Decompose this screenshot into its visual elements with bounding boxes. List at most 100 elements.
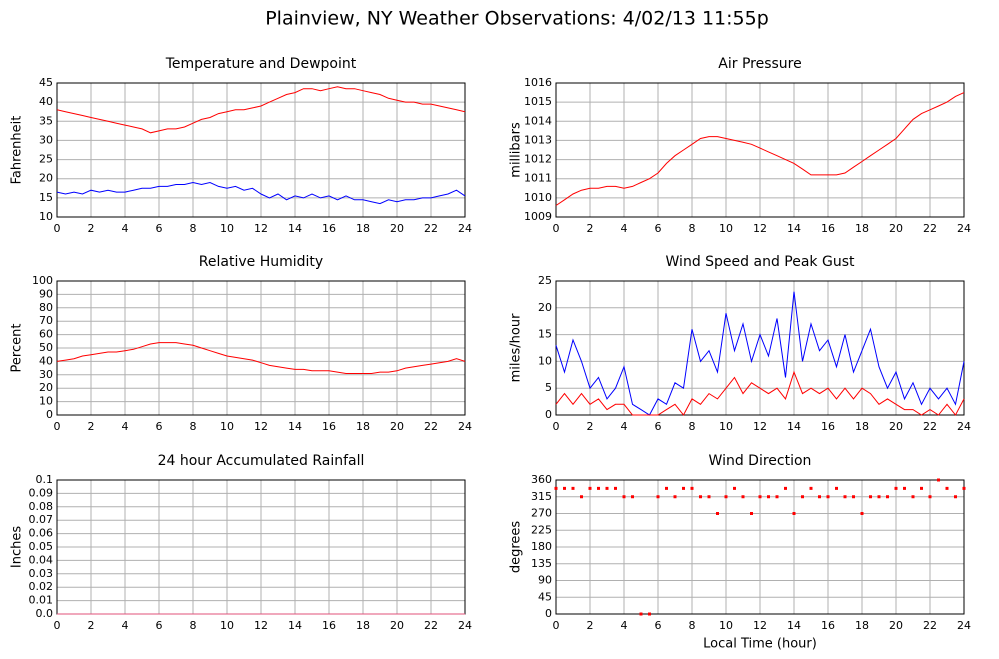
y-axis-label: Fahrenheit — [10, 116, 25, 185]
y-tick-label: 0 — [545, 408, 552, 421]
y-axis-label: miles/hour — [509, 313, 524, 382]
y-tick-label: 1010 — [524, 191, 552, 204]
x-tick-label: 10 — [220, 420, 234, 433]
data-point — [911, 495, 915, 499]
chart-title: Temperature and Dewpoint — [165, 56, 357, 72]
y-tick-label: 225 — [531, 523, 552, 536]
data-point — [860, 512, 864, 515]
x-tick-label: 12 — [254, 222, 268, 235]
data-point — [622, 495, 626, 499]
x-tick-label: 18 — [356, 420, 370, 433]
y-tick-label: 1009 — [524, 210, 552, 223]
y-tick-label: 0 — [545, 607, 552, 620]
y-tick-label: 70 — [39, 314, 53, 327]
y-tick-label: 0.1 — [36, 473, 54, 486]
x-tick-label: 0 — [54, 420, 61, 433]
x-tick-label: 10 — [220, 222, 234, 235]
data-point — [639, 612, 643, 616]
x-tick-label: 0 — [553, 420, 560, 433]
y-tick-label: 60 — [39, 328, 53, 341]
y-tick-label: 10 — [39, 210, 53, 223]
x-tick-label: 10 — [719, 619, 733, 632]
data-line — [555, 291, 965, 416]
x-tick-label: 6 — [156, 222, 163, 235]
x-tick-label: 4 — [122, 619, 129, 632]
chart-title: 24 hour Accumulated Rainfall — [158, 453, 365, 469]
x-tick-label: 14 — [288, 222, 302, 235]
data-point — [877, 495, 881, 499]
x-tick-label: 12 — [254, 420, 268, 433]
data-point — [852, 495, 855, 499]
data-point — [750, 512, 753, 515]
y-tick-label: 0 — [46, 408, 53, 421]
x-tick-label: 0 — [553, 619, 560, 632]
y-tick-label: 1011 — [524, 172, 552, 185]
y-tick-label: 0.01 — [29, 594, 54, 607]
y-tick-label: 90 — [538, 574, 552, 587]
x-tick-label: 18 — [356, 619, 370, 632]
data-line — [56, 342, 466, 374]
data-point — [784, 486, 787, 490]
y-tick-label: 25 — [538, 274, 552, 287]
y-tick-label: 1016 — [524, 76, 552, 89]
data-point — [716, 512, 719, 515]
x-tick-label: 14 — [787, 619, 801, 632]
x-tick-label: 16 — [322, 619, 336, 632]
data-point — [775, 495, 779, 499]
x-tick-label: 24 — [458, 619, 472, 632]
x-tick-label: 18 — [855, 420, 869, 433]
data-point — [954, 495, 957, 499]
x-tick-label: 12 — [753, 619, 767, 632]
x-tick-label: 14 — [288, 420, 302, 433]
x-tick-label: 6 — [655, 420, 662, 433]
x-tick-label: 6 — [156, 420, 163, 433]
data-point — [631, 495, 634, 499]
data-point — [826, 495, 830, 499]
data-point — [563, 486, 566, 490]
y-tick-label: 315 — [531, 490, 552, 503]
data-point — [724, 495, 728, 499]
y-tick-label: 25 — [39, 153, 53, 166]
x-tick-label: 8 — [689, 222, 696, 235]
data-point — [673, 495, 677, 499]
data-point — [656, 495, 660, 499]
data-point — [962, 486, 966, 490]
y-tick-label: 45 — [538, 590, 552, 603]
x-tick-label: 14 — [787, 222, 801, 235]
x-tick-label: 20 — [390, 420, 404, 433]
x-tick-label: 0 — [553, 222, 560, 235]
x-tick-label: 8 — [689, 420, 696, 433]
data-point — [682, 486, 685, 490]
data-point — [886, 495, 889, 499]
data-point — [809, 486, 813, 490]
x-tick-label: 2 — [88, 619, 95, 632]
x-tick-label: 8 — [190, 222, 197, 235]
plot-frame — [56, 82, 466, 218]
y-tick-label: 30 — [39, 133, 53, 146]
data-line — [56, 181, 466, 205]
x-tick-label: 0 — [54, 222, 61, 235]
data-point — [571, 486, 575, 490]
x-tick-label: 18 — [855, 619, 869, 632]
y-tick-label: 135 — [531, 557, 552, 570]
data-point — [554, 486, 558, 490]
y-tick-label: 80 — [39, 301, 53, 314]
data-point — [818, 495, 821, 499]
data-point — [767, 495, 770, 499]
y-tick-label: 20 — [39, 381, 53, 394]
data-point — [920, 486, 923, 490]
data-point — [665, 486, 668, 490]
y-tick-label: 270 — [531, 507, 552, 520]
x-tick-label: 20 — [889, 222, 903, 235]
x-tick-label: 10 — [719, 420, 733, 433]
y-tick-label: 360 — [531, 473, 552, 486]
data-point — [707, 495, 711, 499]
y-tick-label: 50 — [39, 341, 53, 354]
x-tick-label: 14 — [288, 619, 302, 632]
y-tick-label: 1013 — [524, 133, 552, 146]
x-tick-label: 4 — [122, 222, 129, 235]
y-tick-label: 90 — [39, 287, 53, 300]
x-tick-label: 8 — [689, 619, 696, 632]
y-axis-label: degrees — [509, 521, 524, 574]
y-tick-label: 0.09 — [29, 486, 54, 499]
